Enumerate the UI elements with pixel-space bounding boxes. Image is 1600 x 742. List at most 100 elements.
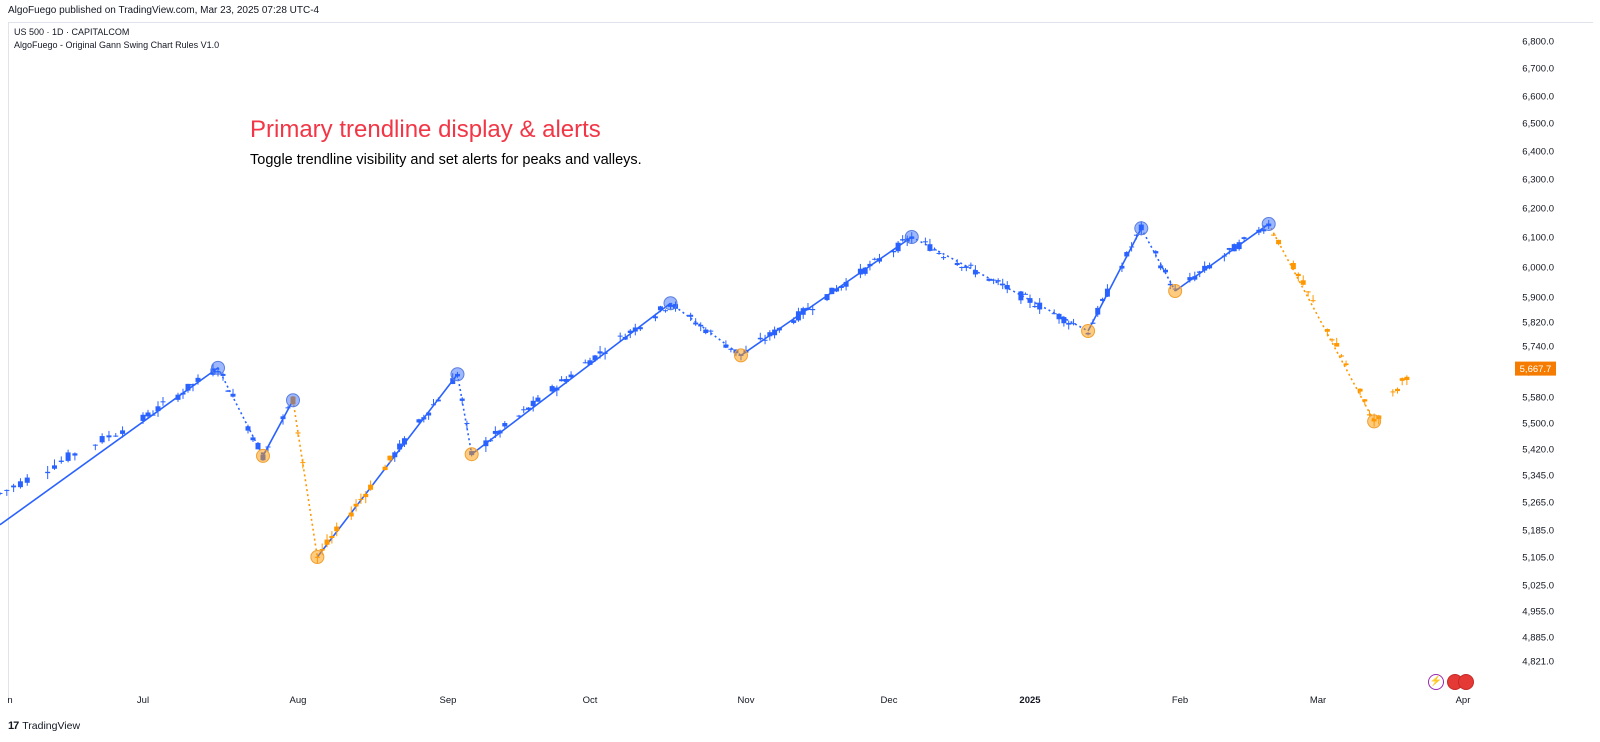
- current-price-label: 5,667.7: [1520, 364, 1552, 375]
- candle-body: [416, 419, 422, 423]
- candle-body: [51, 465, 57, 469]
- valley-marker: [733, 348, 748, 363]
- candle-body: [1362, 399, 1368, 402]
- candle-body: [1343, 363, 1349, 366]
- candle-body: [698, 324, 704, 327]
- candle-body: [1404, 376, 1410, 381]
- candle-body: [358, 498, 364, 500]
- candle-body: [904, 238, 910, 242]
- candle-body: [1158, 265, 1164, 269]
- candle-body: [324, 539, 330, 545]
- price-tag: 5,667.7: [1515, 361, 1556, 376]
- candle-body: [11, 485, 17, 488]
- y-tick-label: 5,105.0: [1522, 553, 1554, 564]
- candle-body: [1162, 269, 1168, 273]
- lightning-icon[interactable]: ⚡: [1428, 674, 1444, 690]
- trendline: [1268, 223, 1375, 422]
- candle-body: [554, 387, 560, 391]
- candle-body: [657, 306, 663, 311]
- candle-body: [24, 477, 30, 483]
- symbol-info[interactable]: US 500 · 1D · CAPITALCOM: [14, 27, 130, 37]
- candle-body: [688, 314, 694, 317]
- candle-body: [319, 549, 325, 551]
- candle-body: [563, 378, 569, 382]
- candle-body: [1153, 251, 1159, 254]
- trendline: [1140, 227, 1176, 292]
- trendline: [1174, 223, 1270, 292]
- candle-body: [1329, 339, 1335, 341]
- candle-body: [1187, 277, 1193, 281]
- candle-body: [120, 430, 126, 434]
- trendline: [1087, 227, 1143, 332]
- candle-body: [1124, 252, 1130, 257]
- us-flag-icon[interactable]: [1458, 674, 1474, 690]
- y-tick-label: 5,265.0: [1522, 498, 1554, 509]
- y-tick-label: 6,100.0: [1522, 233, 1554, 244]
- candle-body: [867, 263, 873, 267]
- x-tick-label: 2025: [1019, 695, 1041, 706]
- candle-body: [728, 348, 734, 350]
- candle-body: [1271, 234, 1277, 236]
- candle-body: [215, 371, 221, 373]
- candle-body: [382, 466, 388, 471]
- candle-body: [810, 309, 816, 311]
- candle-body: [568, 374, 574, 378]
- price-axis: 6,800.0 6,700.0 6,600.0 6,500.0 6,400.0 6,300…: [1522, 37, 1554, 668]
- y-tick-label: 5,025.0: [1522, 581, 1554, 592]
- candle-body: [1138, 224, 1144, 231]
- valley-marker: [1081, 324, 1096, 338]
- candle-body: [113, 435, 119, 437]
- candle-body: [941, 257, 947, 259]
- candle-body: [180, 392, 186, 395]
- candle-body: [92, 444, 98, 446]
- time-axis: n Jul Aug Sep Oct Nov Dec 2025 Feb Mar Apr: [7, 695, 1470, 706]
- candle-body: [459, 398, 465, 401]
- x-tick-label: Oct: [583, 695, 598, 706]
- candle-body: [1310, 300, 1316, 302]
- candle-body: [776, 327, 782, 331]
- event-icons[interactable]: ⚡: [1428, 674, 1474, 690]
- candle-body: [931, 249, 937, 251]
- candle-body: [535, 397, 541, 402]
- y-tick-label: 6,800.0: [1522, 37, 1554, 48]
- candle-body: [986, 278, 992, 281]
- candle-body: [368, 484, 374, 490]
- candle-body: [602, 352, 608, 354]
- candle-body: [587, 360, 593, 365]
- candles: [0, 220, 1410, 564]
- candle-body: [265, 446, 271, 448]
- y-tick-label: 5,580.0: [1522, 393, 1554, 404]
- candle-body: [401, 438, 407, 445]
- candle-body: [762, 339, 768, 341]
- trendline: [292, 400, 319, 558]
- peak-marker: [1134, 221, 1149, 236]
- trendline: [456, 374, 473, 455]
- candle-body: [488, 440, 494, 442]
- candle-body: [668, 304, 674, 307]
- y-tick-label: 5,500.0: [1522, 419, 1554, 430]
- indicator-name[interactable]: AlgoFuego - Original Gann Swing Chart Ru…: [14, 40, 220, 50]
- candle-body: [1104, 288, 1110, 297]
- candle-body: [843, 281, 849, 287]
- candle-body: [280, 416, 286, 420]
- candle-body: [363, 493, 369, 498]
- x-tick-label: n: [7, 695, 12, 706]
- tradingview-logo-icon: 17: [8, 720, 19, 732]
- footer: 17 TradingView: [8, 720, 80, 732]
- candle-body: [1395, 388, 1401, 392]
- candle-body: [1276, 239, 1282, 245]
- candle-body: [652, 316, 658, 319]
- y-tick-label: 5,185.0: [1522, 526, 1554, 537]
- peak-marker: [450, 367, 465, 382]
- candle-body: [1236, 242, 1242, 250]
- candle-body: [909, 236, 915, 239]
- peak-marker: [663, 296, 678, 311]
- annotation-subtitle: Toggle trendline visibility and set aler…: [250, 152, 642, 168]
- candle-body: [450, 378, 456, 384]
- candle-body: [1202, 265, 1208, 271]
- candle-body: [862, 267, 868, 274]
- candle-body: [968, 264, 974, 266]
- y-tick-label: 6,000.0: [1522, 263, 1554, 274]
- candle-body: [559, 379, 565, 382]
